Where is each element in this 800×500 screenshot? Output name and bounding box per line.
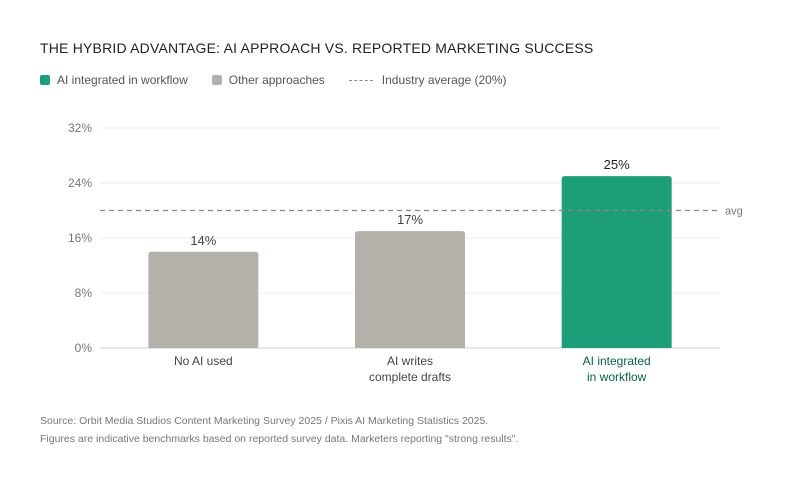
x-tick-label: AI integrated xyxy=(583,354,651,368)
data-label: 25% xyxy=(604,157,630,172)
footer: Source: Orbit Media Studios Content Mark… xyxy=(40,412,518,448)
y-tick-label: 32% xyxy=(68,121,92,135)
legend-label-other: Other approaches xyxy=(228,73,325,87)
legend-label-ai-integrated: AI integrated in workflow xyxy=(57,73,188,87)
bar-1 xyxy=(355,231,465,348)
y-tick-label: 16% xyxy=(68,231,92,245)
legend-item-ai-integrated: AI integrated in workflow xyxy=(40,73,188,87)
bar-0 xyxy=(148,251,259,348)
x-tick-label: in workflow xyxy=(587,370,647,384)
x-tick-label: AI writes xyxy=(387,354,433,368)
legend-dash-industry-average xyxy=(348,79,373,81)
data-label: 17% xyxy=(397,212,423,227)
bar-chart: 0% 8% 16% 24% 32% 14% No AI used 17% AI writes co… xyxy=(68,121,743,384)
data-label: 14% xyxy=(190,233,216,248)
y-tick-label: 8% xyxy=(75,286,93,300)
y-tick-label: 24% xyxy=(68,176,92,190)
x-tick-label: No AI used xyxy=(174,354,233,368)
legend-swatch-other xyxy=(211,75,222,85)
reference-line-label: avg xyxy=(725,206,743,218)
x-tick-label: complete drafts xyxy=(369,370,451,384)
y-tick-label: 0% xyxy=(75,341,93,355)
bar-2 xyxy=(561,176,672,348)
legend-item-industry-average: Industry average (20%) xyxy=(348,73,507,87)
legend-label-industry-average: Industry average (20%) xyxy=(381,73,507,87)
chart-title: THE HYBRID ADVANTAGE: AI APPROACH VS. RE… xyxy=(40,40,594,56)
legend-swatch-ai-integrated xyxy=(40,75,50,85)
methodology-note: Figures are indicative benchmarks based … xyxy=(40,433,519,445)
legend-item-other: Other approaches xyxy=(211,73,325,87)
source-note: Source: Orbit Media Studios Content Mark… xyxy=(40,415,489,427)
legend: AI integrated in workflow Other approach… xyxy=(40,73,531,87)
